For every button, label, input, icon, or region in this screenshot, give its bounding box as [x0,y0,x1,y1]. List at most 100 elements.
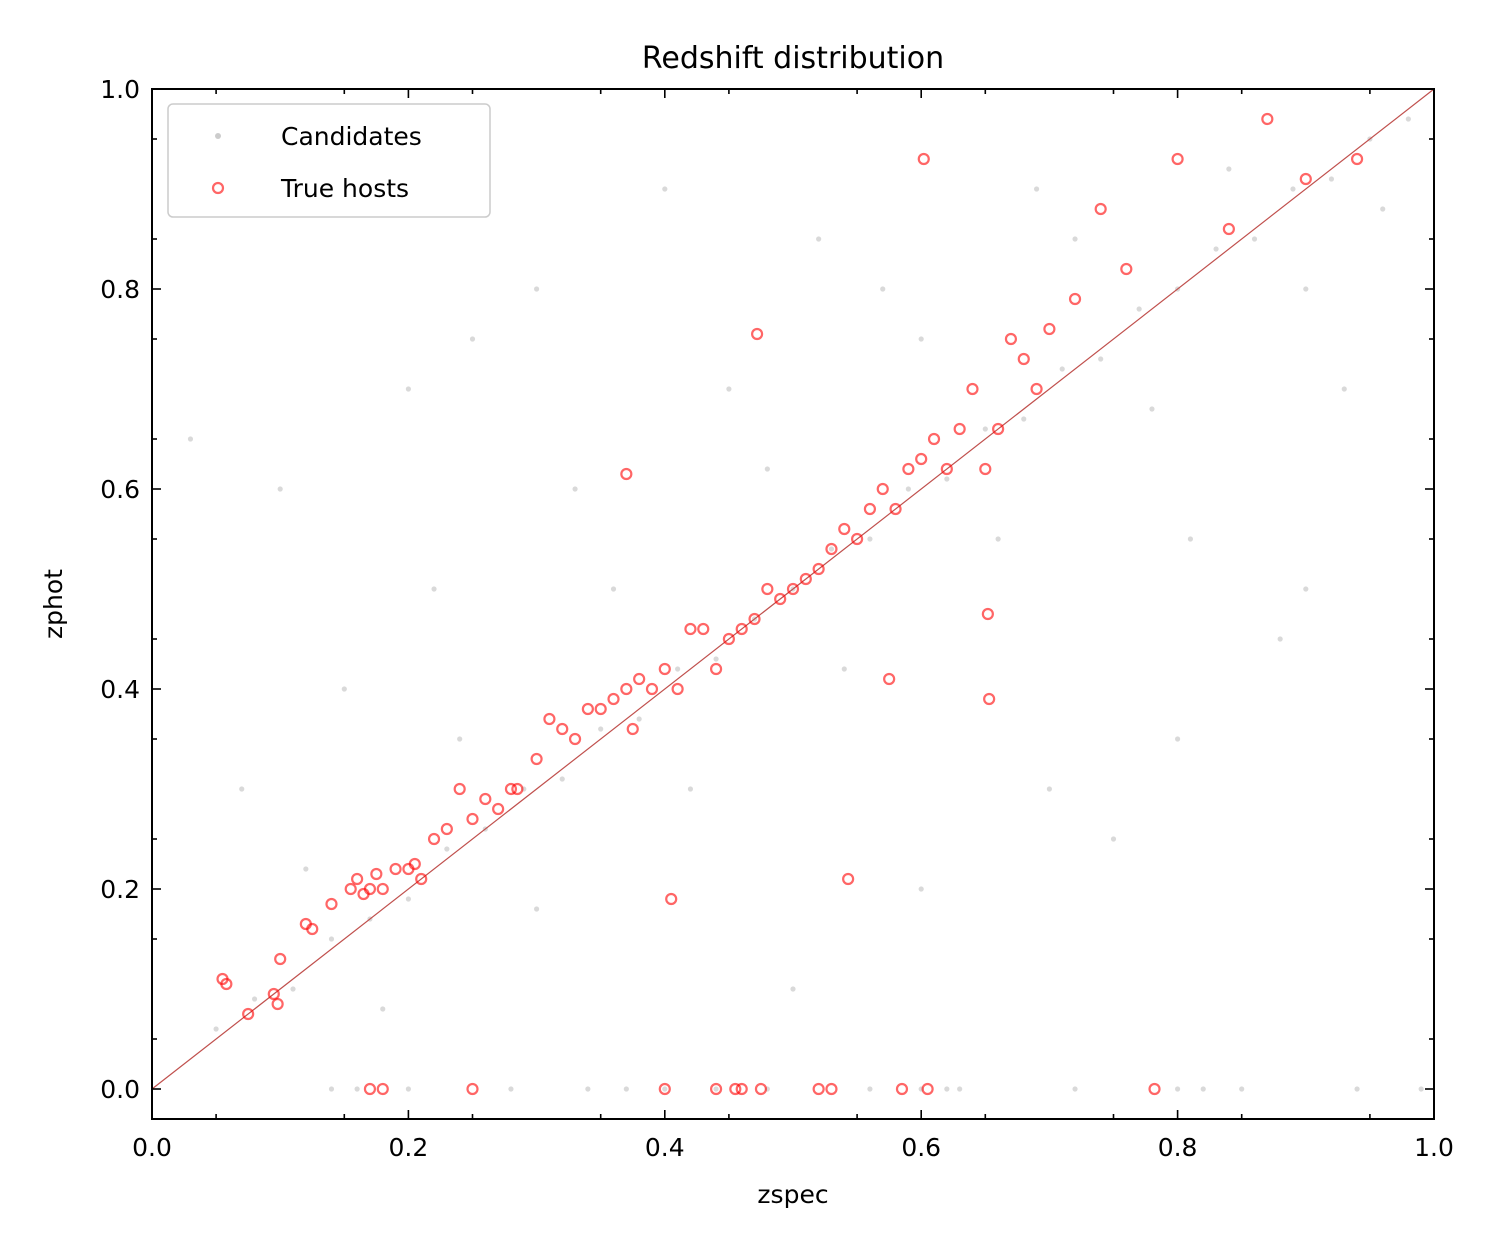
candidate-point [610,586,617,592]
true-host-point [370,867,383,881]
candidate-point [1405,116,1411,122]
candidate-point [328,936,335,942]
true-host-point [1004,332,1018,346]
candidate-point [328,1086,335,1092]
candidate-point [405,896,411,902]
true-host-point [594,702,607,716]
true-host-point [1068,292,1082,306]
candidate-point [1059,366,1065,372]
candidate-point [534,286,540,292]
true-host-point [799,572,812,586]
candidate-point [841,666,847,672]
true-hosts-series [216,112,1364,1096]
true-host-point [325,897,338,911]
candidate-point [1354,1086,1360,1092]
true-host-point [709,1082,723,1096]
true-host-point [697,622,710,636]
true-host-point [917,152,930,166]
x-tick-label: 0.8 [1158,1133,1198,1162]
candidate-point [1136,306,1142,312]
true-host-point [376,1082,389,1096]
true-host-point [376,882,389,896]
true-host-point [620,682,633,696]
true-host-point [921,1082,934,1096]
true-host-point [889,502,902,516]
candidate-point [867,1086,873,1092]
candidate-point [290,986,296,992]
candidate-point [508,1086,514,1092]
candidate-point [957,1086,963,1092]
true-host-point [1017,352,1030,366]
chart-title: Redshift distribution [642,41,944,76]
true-host-point [735,1082,748,1096]
candidate-point [405,1086,411,1092]
candidate-point [1226,166,1232,172]
candidate-point [585,1086,591,1092]
true-host-point [842,872,855,886]
true-host-point [466,1082,479,1096]
legend-hosts-label: True hosts [280,174,409,203]
candidate-point [1033,186,1040,192]
true-host-point [774,592,787,606]
candidate-point [1213,246,1219,252]
candidate-point [431,586,437,592]
true-host-point [850,532,864,546]
candidate-point [1149,406,1155,412]
true-host-point [479,792,492,806]
candidate-point [944,476,950,482]
candidate-point [995,536,1001,542]
candidate-point [1277,636,1283,642]
true-host-point [684,622,697,636]
true-host-point [722,632,736,646]
axis-ticks [151,88,1435,1119]
true-host-point [665,892,678,906]
candidate-point [1072,236,1078,242]
true-host-point [1094,202,1107,216]
candidate-point [790,986,796,992]
candidate-point [918,886,924,892]
candidate-point [405,386,411,392]
candidate-point [982,426,988,432]
true-host-point [1171,152,1184,166]
candidate-point [1418,1086,1424,1092]
true-host-point [633,672,646,686]
candidate-point [1239,1086,1245,1092]
true-host-point [751,327,764,341]
true-host-point [876,482,889,496]
candidate-point [816,236,822,242]
true-host-point [1261,112,1274,126]
plot-frame [151,88,1435,1120]
x-tick-label: 0.0 [132,1133,172,1162]
true-host-point [363,1082,377,1096]
candidate-point [1303,586,1309,592]
candidate-point [918,336,924,342]
x-tick-label: 1.0 [1414,1133,1454,1162]
legend: Candidates True hosts [167,103,491,218]
true-host-point [966,382,979,396]
true-host-point [389,862,402,876]
true-host-point [1222,222,1235,236]
true-host-point [754,1082,768,1096]
true-host-point [812,1082,825,1096]
candidate-point [559,776,565,782]
candidate-point [880,286,886,292]
true-host-point [927,432,941,446]
candidate-point [636,716,642,722]
candidate-point [213,1026,219,1032]
candidate-point [713,656,719,662]
true-host-point [220,977,233,991]
x-tick-label: 0.2 [389,1133,429,1162]
true-host-point [940,462,953,476]
candidate-point [444,846,450,852]
candidate-point [1110,836,1117,842]
true-host-point [645,682,659,696]
true-host-point [1030,382,1043,396]
true-host-point [863,502,877,516]
candidate-point [1200,1086,1206,1092]
true-host-point [408,857,421,871]
true-host-point [729,1082,742,1096]
candidate-point [277,486,283,492]
candidate-point [1328,176,1335,182]
candidate-point [1187,536,1194,542]
